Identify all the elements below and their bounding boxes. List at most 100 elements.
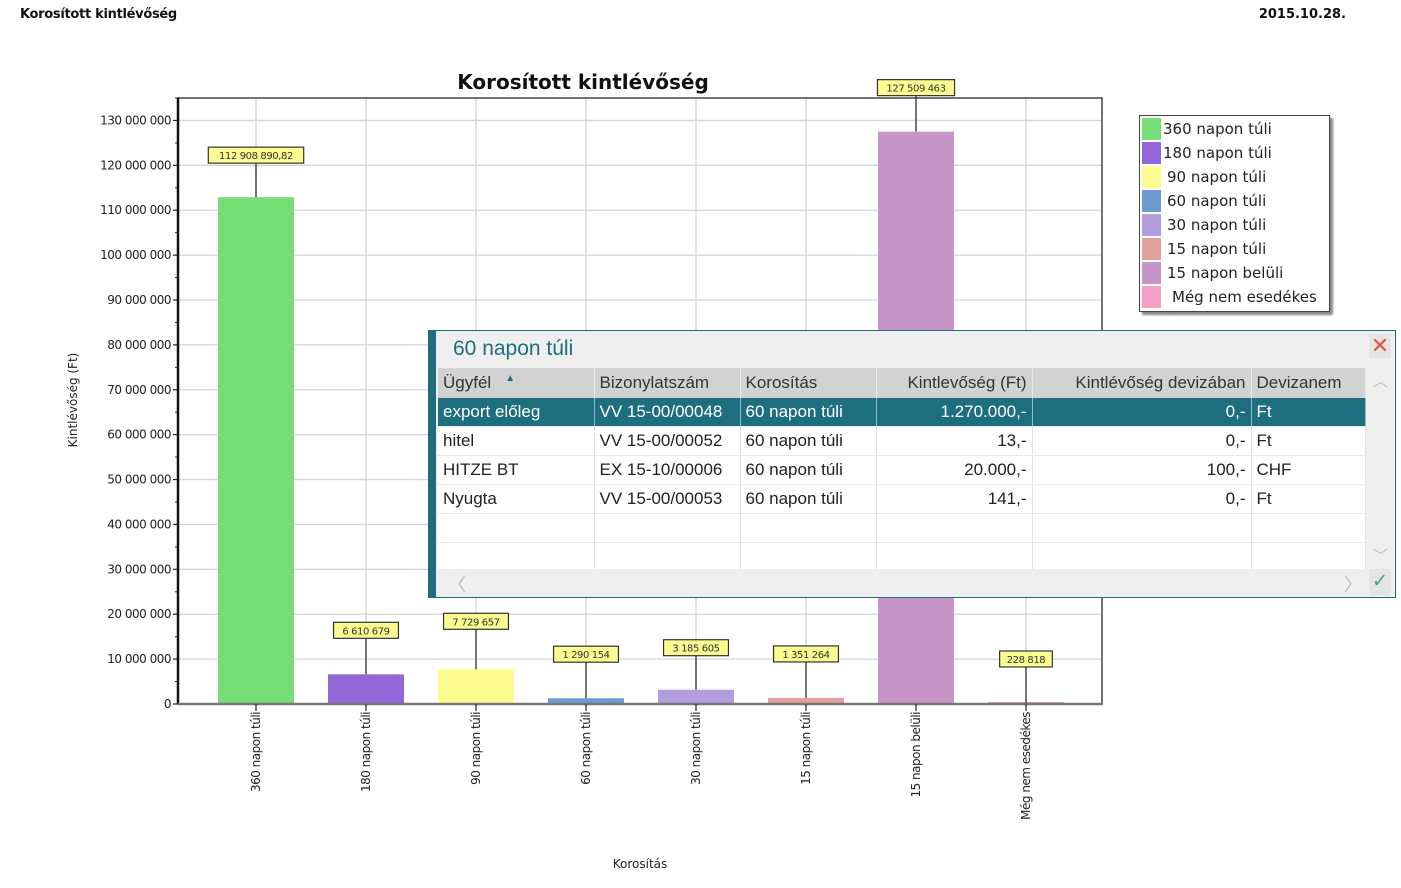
y-tick-label: 0 <box>164 697 171 711</box>
table-row <box>438 513 1366 543</box>
legend-swatch <box>1142 166 1161 188</box>
y-tick-label: 20 000 000 <box>107 607 171 621</box>
table-row[interactable]: Nyugta VV 15-00/00053 60 napon túli 141,- 0,… <box>438 484 1366 514</box>
cell-kintlevoseg <box>876 513 1033 543</box>
cell-deviza-osszeg: 0,- <box>1032 484 1252 514</box>
data-label-box <box>442 612 510 630</box>
legend-label: 30 napon túli <box>1167 216 1267 234</box>
cell-kintlevoseg <box>876 542 1033 572</box>
scroll-down-icon[interactable]: ﹀ <box>1373 548 1389 565</box>
cell-kintlevoseg: 141,- <box>876 484 1033 514</box>
vertical-scrollbar[interactable]: ︿ ﹀ <box>1369 368 1391 568</box>
horizontal-scrollbar[interactable]: 〈 〉 <box>438 569 1368 595</box>
check-icon[interactable]: ✓ <box>1369 569 1391 595</box>
y-tick-label: 90 000 000 <box>107 293 171 307</box>
x-tick-label: 15 napon túli <box>799 712 813 785</box>
cell-ugyfel <box>438 542 595 572</box>
data-label-box <box>999 650 1053 668</box>
legend-swatch <box>1142 286 1161 308</box>
column-header-ugyfel[interactable]: Ügyfél ▲ <box>438 368 595 398</box>
table-row[interactable]: hitel VV 15-00/00052 60 napon túli 13,- 0,- F… <box>438 426 1366 456</box>
cell-deviza-osszeg <box>1032 513 1252 543</box>
bar[interactable] <box>328 674 404 704</box>
legend-item: 360 napon túli <box>1142 118 1272 140</box>
column-header-korositas[interactable]: Korosítás <box>740 368 877 398</box>
x-tick-label: Még nem esedékes <box>1019 712 1033 820</box>
data-label-box <box>662 639 730 657</box>
data-labels: 112 908 890,82 6 610 679 7 729 657 1 290 15… <box>207 79 1053 703</box>
scroll-left-icon[interactable]: 〈 <box>448 575 466 595</box>
cell-korositas: 60 napon túli <box>740 398 877 427</box>
popup-title: 60 napon túli <box>453 337 574 360</box>
bar[interactable] <box>548 698 624 704</box>
table-row[interactable]: export előleg VV 15-00/00048 60 napon túli… <box>438 398 1366 427</box>
page-title: Korosított kintlévőség <box>20 7 177 22</box>
legend-label: Még nem esedékes <box>1172 288 1317 306</box>
data-label: 1 290 154 <box>562 650 609 661</box>
legend-label: 360 napon túli <box>1163 120 1272 138</box>
legend-swatch <box>1142 262 1161 284</box>
data-label: 127 509 463 <box>886 84 945 95</box>
y-tick-label: 60 000 000 <box>107 428 171 442</box>
cell-kintlevoseg: 20.000,- <box>876 455 1033 485</box>
bar[interactable] <box>768 697 844 704</box>
cell-ugyfel <box>438 513 595 543</box>
column-header-deviza-osszeg[interactable]: Kintlévőség devizában <box>1032 368 1252 398</box>
x-tick-label: 360 napon túli <box>249 712 263 792</box>
cell-bizonylatszam <box>594 513 741 543</box>
x-axis-title: Korosítás <box>613 857 668 871</box>
data-label: 6 610 679 <box>342 626 389 637</box>
bar[interactable] <box>218 197 294 704</box>
report-date: 2015.10.28. <box>1258 7 1346 22</box>
x-tick-label: 90 napon túli <box>469 712 483 785</box>
legend-item: 15 napon belüli <box>1142 262 1283 284</box>
chart-title: Korosított kintlévőség <box>457 70 709 94</box>
chart-legend: 360 napon túli 180 napon túli 90 napon túl… <box>1139 115 1330 312</box>
legend-item: 90 napon túli <box>1142 166 1266 188</box>
x-tick-label: 60 napon túli <box>579 712 593 785</box>
cell-deviza-osszeg: 0,- <box>1032 398 1252 427</box>
legend-label: 60 napon túli <box>1167 192 1267 210</box>
data-label: 228 818 <box>1007 655 1046 666</box>
column-header-devizanem[interactable]: Devizanem <box>1251 368 1366 398</box>
cell-korositas <box>740 542 877 572</box>
y-tick-label: 10 000 000 <box>107 652 171 666</box>
x-tick-label: 15 napon belüli <box>909 712 923 798</box>
cell-devizanem: Ft <box>1251 398 1366 427</box>
scroll-right-icon[interactable]: 〉 <box>1344 575 1362 595</box>
data-label: 112 908 890,82 <box>219 151 293 162</box>
cell-ugyfel: HITZE BT <box>438 455 595 485</box>
y-tick-label: 80 000 000 <box>107 338 171 352</box>
column-header-bizonylatszam[interactable]: Bizonylatszám <box>594 368 741 398</box>
y-tick-label: 40 000 000 <box>107 517 171 531</box>
data-label-box <box>332 621 400 639</box>
table-row <box>438 542 1366 572</box>
cell-deviza-osszeg: 0,- <box>1032 426 1252 456</box>
legend-swatch <box>1142 190 1161 212</box>
table-row[interactable]: HITZE BT EX 15-10/00006 60 napon túli 20.00… <box>438 455 1366 485</box>
data-label-box <box>552 645 620 663</box>
y-tick-label: 70 000 000 <box>107 383 171 397</box>
cell-bizonylatszam: VV 15-00/00048 <box>594 398 741 427</box>
detail-grid: Ügyfél ▲ Bizonylatszám Korosítás Kintlevő… <box>438 368 1366 572</box>
close-icon[interactable]: ✕ <box>1369 333 1391 358</box>
y-tick-label: 100 000 000 <box>100 248 171 262</box>
y-tick-label: 50 000 000 <box>107 473 171 487</box>
bar[interactable] <box>658 689 734 704</box>
legend-swatch <box>1142 214 1161 236</box>
cell-devizanem: Ft <box>1251 484 1366 514</box>
cell-ugyfel: hitel <box>438 426 595 456</box>
cell-korositas: 60 napon túli <box>740 484 877 514</box>
cell-devizanem: Ft <box>1251 426 1366 456</box>
bar[interactable] <box>438 669 514 704</box>
legend-label: 15 napon belüli <box>1167 264 1284 282</box>
column-header-kintlevoseg[interactable]: Kintlevőség (Ft) <box>876 368 1033 398</box>
data-label: 3 185 605 <box>672 644 719 655</box>
legend-item: 30 napon túli <box>1142 214 1266 236</box>
scroll-up-icon[interactable]: ︿ <box>1373 373 1389 390</box>
data-label: 1 351 264 <box>782 650 829 661</box>
legend-label: 15 napon túli <box>1167 240 1267 258</box>
y-tick-label: 130 000 000 <box>100 113 171 127</box>
cell-bizonylatszam: VV 15-00/00052 <box>594 426 741 456</box>
data-label-box <box>876 79 956 97</box>
